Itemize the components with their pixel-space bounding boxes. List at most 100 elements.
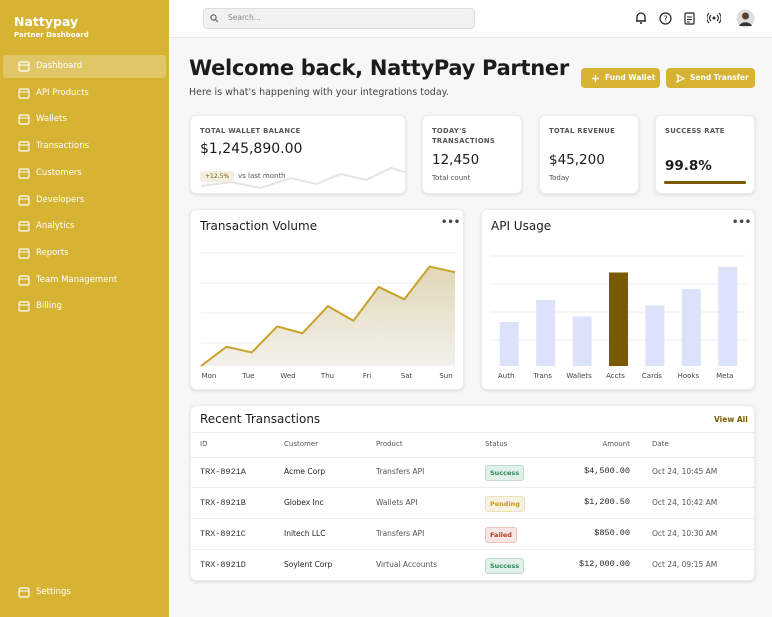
nav-icon xyxy=(18,61,30,72)
button-label: Fund Wallet xyxy=(605,73,656,82)
nav-icon xyxy=(18,301,30,312)
page-title: Welcome back, NattyPay Partner xyxy=(189,56,569,80)
line-area xyxy=(201,266,455,366)
nav-item[interactable]: Dashboard xyxy=(3,55,166,78)
stat-badge: +12.5% xyxy=(200,171,235,182)
nav-item[interactable]: Developers xyxy=(3,189,166,212)
nav-icon xyxy=(18,248,30,259)
nav-icon xyxy=(18,274,30,286)
sparkline-line xyxy=(200,166,405,190)
x-tick-label: Cards xyxy=(642,372,662,380)
bar xyxy=(681,289,701,366)
stat-value: 12,450 xyxy=(432,152,480,168)
table-cell: Virtual Accounts xyxy=(376,560,438,569)
stat-note: vs last month xyxy=(238,172,286,180)
nav-item[interactable]: Reports xyxy=(3,242,166,265)
stat-card: TOTAL WALLET BALANCE $1,245,890.00 +12.5% v… xyxy=(190,115,406,194)
nav-item[interactable]: API Products xyxy=(3,82,166,105)
broadcast-icon[interactable] xyxy=(707,12,721,24)
nav-item[interactable]: Settings xyxy=(3,581,166,604)
notifications-icon[interactable] xyxy=(635,11,647,24)
stat-label: SUCCESS RATE xyxy=(665,127,725,135)
nav-icon-shape xyxy=(18,114,30,125)
nav-label: Billing xyxy=(36,301,63,312)
x-tick-label: Thu xyxy=(320,372,334,380)
x-tick-label: Sun xyxy=(439,372,452,380)
topbar: Search... ? xyxy=(169,0,772,38)
nav-label: Customers xyxy=(36,167,82,178)
nav-item[interactable]: Team Management xyxy=(3,269,166,292)
nav-icon-shape xyxy=(18,221,30,232)
page-subtitle: Here is what's happening with your integ… xyxy=(189,87,449,98)
progress-fill xyxy=(664,181,746,184)
button-icon-shape xyxy=(676,74,685,83)
table-cell: Oct 24, 09:15 AM xyxy=(652,560,718,569)
table-cell: TRX-8921B xyxy=(200,498,246,508)
x-tick-label: Accts xyxy=(606,372,625,380)
column-header: Date xyxy=(652,440,669,448)
column-header: Status xyxy=(485,440,508,448)
nav-label: Wallets xyxy=(36,114,67,125)
table-cell: Oct 24, 10:42 AM xyxy=(652,498,718,507)
stat-note: Today xyxy=(549,174,570,182)
x-tick-label: Wed xyxy=(280,372,295,380)
nav-label: Transactions xyxy=(36,141,90,152)
chart: Mon Tue Wed Thu Fri Sat Sun xyxy=(200,252,456,380)
document-icon[interactable] xyxy=(684,12,695,25)
table-cell: Oct 24, 10:45 AM xyxy=(652,467,718,476)
x-tick-label: Trans xyxy=(532,372,552,380)
nav-item[interactable]: Transactions xyxy=(3,135,166,158)
bar xyxy=(572,316,592,366)
nav-icon-shape xyxy=(18,88,30,99)
nav-item[interactable]: Customers xyxy=(3,162,166,185)
row-divider xyxy=(191,487,754,488)
nav-item[interactable]: Billing xyxy=(3,295,166,318)
table-cell: Soylent Corp xyxy=(284,560,333,569)
more-menu[interactable]: ••• xyxy=(732,217,752,228)
action-button[interactable]: Send Transfer xyxy=(666,68,755,88)
table-cell: Wallets API xyxy=(376,498,418,507)
chart: Auth Trans Wallets Accts Cards Hooks Meta xyxy=(491,255,746,380)
x-tick-label: Wallets xyxy=(566,372,592,380)
progress-track xyxy=(664,181,746,184)
table-cell: TRX-8921A xyxy=(200,467,246,477)
brand: Nattypay xyxy=(14,14,79,29)
nav-label: Reports xyxy=(36,247,69,258)
stat-card: TODAY'S TRANSACTIONS 12,450 Total count xyxy=(422,115,522,194)
nav-icon xyxy=(18,88,30,99)
nav-label: Settings xyxy=(36,587,71,597)
chart-card: Transaction Volume ••• Mon Tue Wed Thu Fri Sat S… xyxy=(190,209,464,390)
nav-label: Dashboard xyxy=(36,61,83,71)
stat-value: $1,245,890.00 xyxy=(200,141,303,157)
view-all-link[interactable]: View All xyxy=(714,415,748,424)
search-icon xyxy=(210,14,219,23)
status-badge: Success xyxy=(485,558,525,574)
avatar[interactable] xyxy=(736,9,755,28)
nav-label: Team Management xyxy=(36,274,118,285)
table-cell: TRX-8921C xyxy=(200,529,246,539)
help-icon[interactable]: ? xyxy=(659,12,672,25)
nav-icon-shape xyxy=(18,141,30,152)
search-box[interactable]: Search... xyxy=(203,8,475,29)
sidebar: Nattypay Partner Dashboard Dashboard API Pr… xyxy=(0,0,169,617)
row-divider xyxy=(191,518,754,519)
x-tick-label: Tue xyxy=(242,372,255,380)
nav-label: API Products xyxy=(36,87,89,98)
stat-card: TOTAL REVENUE $45,200 Today xyxy=(539,115,639,194)
brand-subtitle: Partner Dashboard xyxy=(14,31,89,39)
action-button[interactable]: Fund Wallet xyxy=(581,68,660,88)
bar xyxy=(499,322,519,366)
transactions-card: Recent Transactions View All ID Customer Pro… xyxy=(190,405,755,581)
bar xyxy=(536,300,556,366)
status-badge: Failed xyxy=(485,527,517,543)
nav-item[interactable]: Analytics xyxy=(3,215,166,238)
x-tick-label: Sat xyxy=(401,372,413,380)
table-cell: Globex Inc xyxy=(284,498,324,507)
more-menu[interactable]: ••• xyxy=(441,217,461,228)
status-badge: Success xyxy=(485,465,525,481)
table-cell: Initech LLC xyxy=(284,529,326,538)
nav-item[interactable]: Wallets xyxy=(3,108,166,131)
chart-title: Transaction Volume xyxy=(200,219,318,233)
table-divider xyxy=(191,432,754,433)
